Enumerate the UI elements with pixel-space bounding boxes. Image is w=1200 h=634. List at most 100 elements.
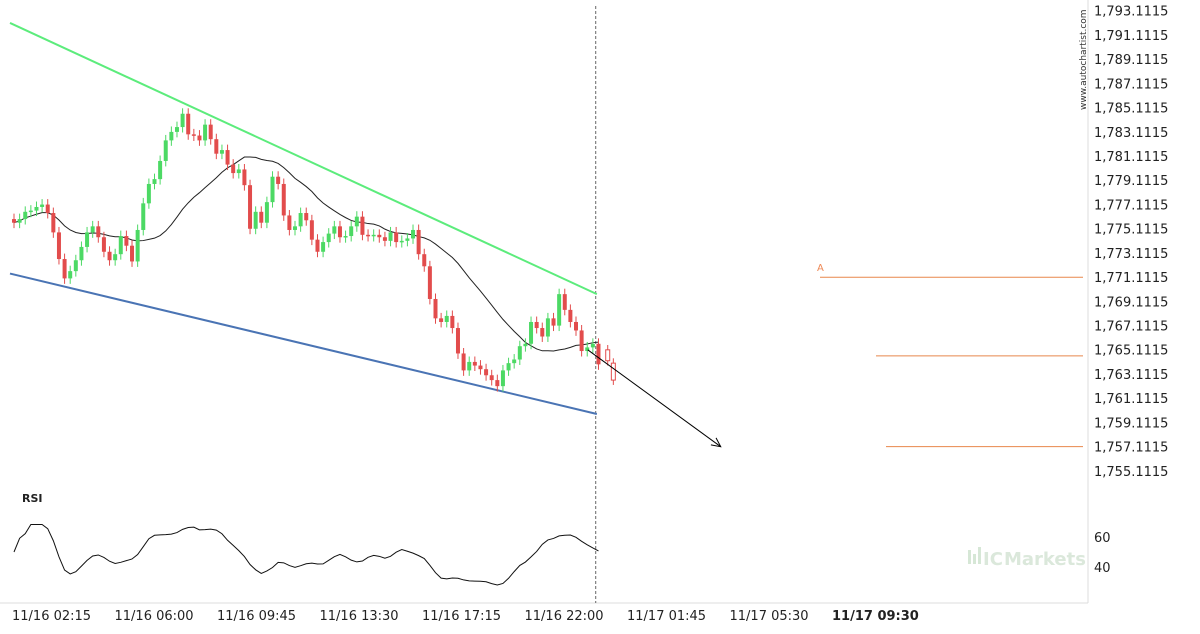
candle-body: [113, 254, 118, 261]
candle-body: [28, 210, 33, 213]
candle-body: [248, 185, 253, 229]
candle-body: [281, 183, 286, 216]
candle-body: [85, 232, 90, 247]
x-tick-label: 11/16 13:30: [320, 609, 399, 624]
candle-body: [253, 211, 258, 229]
candle-body: [529, 321, 534, 344]
candle-body: [332, 226, 337, 234]
candle-body: [231, 164, 236, 174]
x-tick-label: 11/16 09:45: [217, 609, 296, 624]
forecast-arrow-line: [587, 349, 722, 448]
candle-body: [158, 160, 163, 180]
y-tick-label: 1,755.1115: [1094, 465, 1168, 480]
candle-body: [174, 127, 179, 132]
candle-body: [130, 245, 135, 262]
icmarkets-brand-suffix: Markets: [1004, 549, 1086, 570]
rsi-tick-label: 40: [1094, 561, 1111, 576]
resistance-trendline: [9, 22, 598, 296]
support-trendline: [9, 272, 598, 415]
candle-body: [79, 246, 84, 261]
candle-body: [484, 369, 489, 376]
candle-body: [517, 346, 522, 360]
candle-body: [540, 328, 545, 337]
candle-body: [326, 233, 331, 243]
candle-body: [169, 131, 174, 141]
candle-body: [219, 150, 224, 154]
candle-body: [371, 234, 376, 237]
y-tick-label: 1,767.1115: [1094, 319, 1168, 334]
y-tick-label: 1,793.1115: [1094, 5, 1168, 20]
candle-body: [545, 318, 550, 337]
candle-body: [276, 176, 281, 184]
x-tick-label: 11/16 17:15: [422, 609, 501, 624]
candle-body: [500, 370, 505, 387]
x-tick-label: 11/16 22:00: [525, 609, 604, 624]
candle-body: [45, 204, 50, 214]
candle-body: [73, 260, 78, 272]
candle-body: [568, 309, 573, 322]
candle-body: [101, 237, 106, 252]
pattern-point-label: A: [817, 263, 824, 274]
y-tick-label: 1,783.1115: [1094, 126, 1168, 141]
candle-body: [56, 232, 61, 260]
candle-body: [472, 361, 477, 366]
y-tick-label: 1,787.1115: [1094, 77, 1168, 92]
icmarkets-logo: IC Markets: [968, 547, 1086, 570]
candle-body: [523, 343, 528, 347]
candle-body: [321, 242, 326, 252]
candle-body: [12, 219, 16, 223]
candle-body: [163, 140, 168, 161]
y-tick-label: 1,765.1115: [1094, 344, 1168, 359]
candle-body: [34, 206, 39, 211]
candle-body: [315, 239, 320, 252]
candle-body: [405, 238, 410, 241]
candle-body: [51, 213, 56, 233]
candle-body: [124, 236, 129, 246]
autochartist-watermark: www.autochartist.com: [1079, 9, 1089, 110]
y-tick-label: 1,775.1115: [1094, 223, 1168, 238]
y-tick-label: 1,779.1115: [1094, 174, 1168, 189]
candle-body: [534, 321, 539, 329]
candle-body: [270, 176, 275, 203]
candle-body: [354, 216, 359, 227]
y-axis-panel: [1088, 0, 1200, 630]
y-tick-label: 1,789.1115: [1094, 53, 1168, 68]
x-tick-label: 11/17 01:45: [627, 609, 706, 624]
y-tick-label: 1,761.1115: [1094, 392, 1168, 407]
candle-body: [596, 343, 601, 365]
candle-body: [433, 298, 438, 319]
candle-body: [180, 113, 185, 128]
candle-body: [394, 232, 399, 243]
candle-body: [495, 380, 500, 387]
candle-body: [197, 135, 202, 141]
candle-body: [309, 220, 314, 240]
x-tick-label: 11/16 02:15: [12, 609, 91, 624]
candle-body: [411, 229, 416, 239]
candle-body: [118, 236, 123, 255]
candle-body: [377, 234, 382, 238]
candle-body: [17, 219, 22, 223]
x-tick-label: 11/17 09:30: [832, 609, 919, 624]
x-tick-label: 11/17 05:30: [730, 609, 809, 624]
rsi-tick-label: 60: [1094, 531, 1111, 546]
y-tick-label: 1,763.1115: [1094, 368, 1168, 383]
candle-body: [467, 361, 472, 371]
candle-body: [259, 211, 264, 223]
candle-body: [152, 179, 157, 184]
candle-body: [191, 134, 196, 136]
candle-body: [478, 365, 483, 370]
candle-body: [399, 240, 404, 243]
candle-body: [343, 236, 348, 238]
candle-body: [461, 353, 466, 371]
rsi-line: [13, 524, 599, 586]
y-tick-label: 1,769.1115: [1094, 295, 1168, 310]
candle-body: [208, 124, 213, 140]
candle-body: [141, 203, 146, 230]
candle-body: [590, 343, 595, 348]
candle-body: [366, 234, 371, 237]
y-tick-label: 1,759.1115: [1094, 416, 1168, 431]
candle-body: [90, 226, 95, 233]
candle-body: [450, 315, 455, 329]
candle-body: [264, 202, 269, 223]
candle-body: [203, 124, 208, 141]
